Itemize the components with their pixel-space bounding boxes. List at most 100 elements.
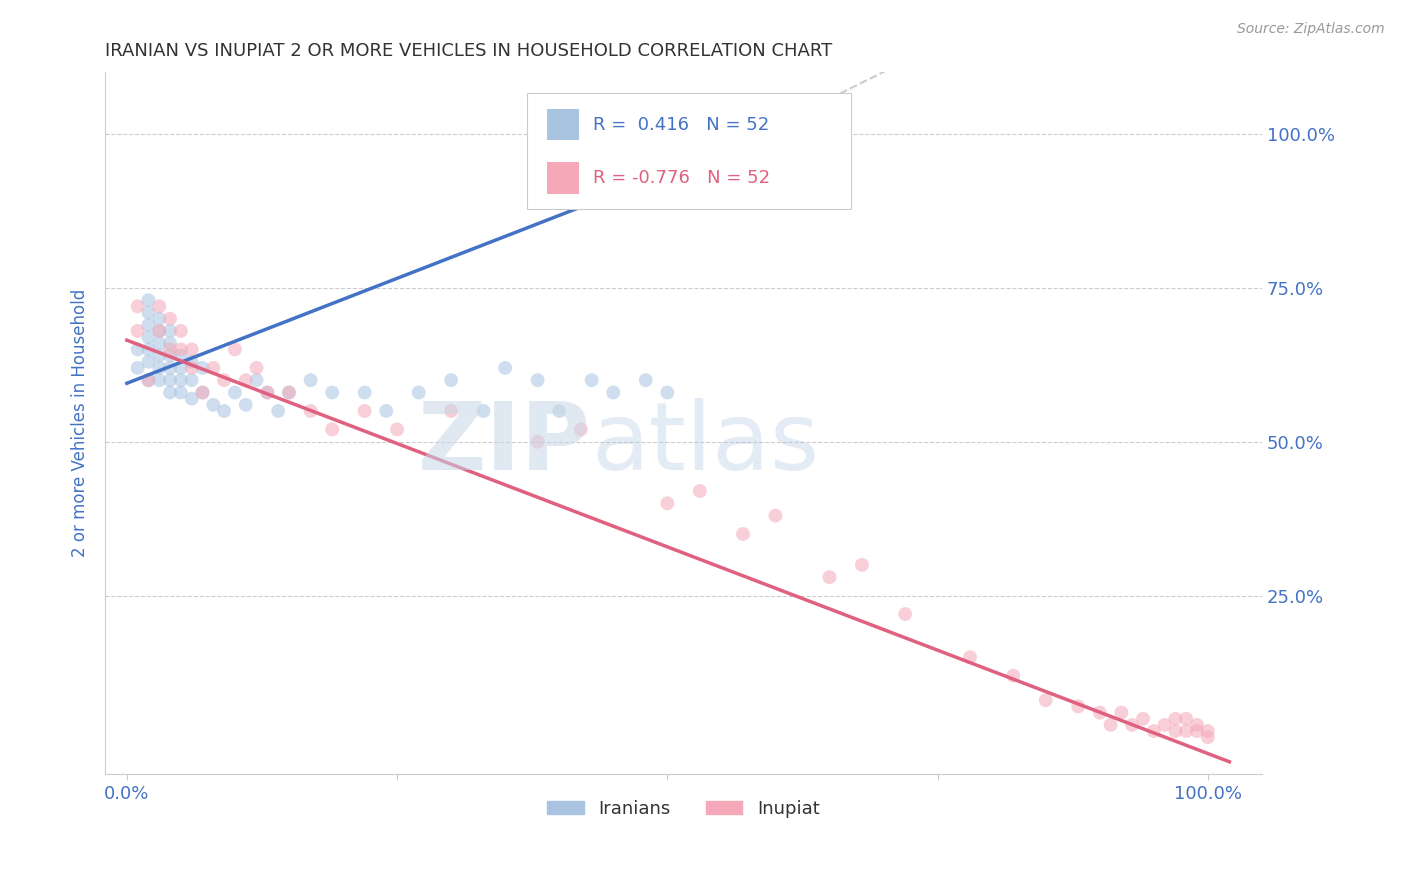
Point: [148, 336, 170, 351]
Point: [127, 324, 149, 338]
Point: [1067, 699, 1090, 714]
Point: [581, 373, 603, 387]
Point: [440, 373, 463, 387]
Text: Source: ZipAtlas.com: Source: ZipAtlas.com: [1237, 22, 1385, 37]
Point: [159, 336, 181, 351]
Point: [321, 422, 343, 436]
Point: [1175, 712, 1198, 726]
Point: [159, 360, 181, 375]
Point: [170, 385, 193, 400]
Text: atlas: atlas: [591, 399, 820, 491]
Point: [1088, 706, 1111, 720]
Point: [1197, 724, 1219, 739]
Point: [1164, 712, 1187, 726]
Point: [148, 324, 170, 338]
Point: [138, 373, 160, 387]
Point: [148, 311, 170, 326]
Point: [299, 404, 322, 418]
Point: [138, 343, 160, 357]
Point: [245, 360, 267, 375]
Text: ZIP: ZIP: [418, 399, 591, 491]
Point: [224, 385, 246, 400]
Point: [526, 373, 548, 387]
Point: [1185, 724, 1208, 739]
Point: [1153, 718, 1175, 732]
Point: [472, 404, 495, 418]
Point: [191, 385, 214, 400]
FancyBboxPatch shape: [547, 162, 579, 194]
FancyBboxPatch shape: [547, 109, 579, 141]
Point: [159, 324, 181, 338]
Point: [191, 385, 214, 400]
Point: [1197, 730, 1219, 744]
Point: [138, 293, 160, 308]
Point: [278, 385, 301, 400]
Point: [689, 483, 711, 498]
Point: [170, 360, 193, 375]
Point: [180, 373, 202, 387]
Point: [494, 360, 516, 375]
Point: [256, 385, 278, 400]
Point: [191, 360, 214, 375]
Point: [267, 404, 290, 418]
Point: [180, 343, 202, 357]
Point: [170, 349, 193, 363]
Point: [148, 373, 170, 387]
Point: [138, 305, 160, 319]
Point: [959, 650, 981, 665]
Point: [159, 385, 181, 400]
Point: [569, 422, 592, 436]
Text: IRANIAN VS INUPIAT 2 OR MORE VEHICLES IN HOUSEHOLD CORRELATION CHART: IRANIAN VS INUPIAT 2 OR MORE VEHICLES IN…: [105, 42, 832, 60]
Point: [526, 434, 548, 449]
Point: [127, 299, 149, 313]
Point: [278, 385, 301, 400]
Point: [127, 360, 149, 375]
Point: [1143, 724, 1166, 739]
Point: [851, 558, 873, 572]
Point: [138, 330, 160, 344]
Point: [299, 373, 322, 387]
Point: [408, 385, 430, 400]
Point: [353, 404, 375, 418]
Point: [634, 373, 657, 387]
Point: [202, 360, 225, 375]
Point: [1175, 724, 1198, 739]
Point: [212, 404, 235, 418]
Point: [765, 508, 787, 523]
Point: [818, 570, 841, 584]
Point: [148, 324, 170, 338]
Point: [235, 373, 257, 387]
Point: [202, 398, 225, 412]
Text: R =  0.416   N = 52: R = 0.416 N = 52: [593, 116, 769, 134]
Point: [440, 404, 463, 418]
Point: [657, 385, 679, 400]
Point: [170, 373, 193, 387]
Point: [602, 385, 624, 400]
Point: [1164, 724, 1187, 739]
Point: [548, 404, 571, 418]
Point: [212, 373, 235, 387]
Text: R = -0.776   N = 52: R = -0.776 N = 52: [593, 169, 770, 187]
Point: [256, 385, 278, 400]
Point: [159, 373, 181, 387]
Point: [170, 324, 193, 338]
Point: [224, 343, 246, 357]
Point: [180, 392, 202, 406]
Point: [321, 385, 343, 400]
Point: [1099, 718, 1122, 732]
Point: [138, 318, 160, 332]
FancyBboxPatch shape: [527, 94, 851, 210]
Point: [138, 373, 160, 387]
Point: [148, 299, 170, 313]
Point: [159, 349, 181, 363]
Point: [159, 343, 181, 357]
Point: [148, 360, 170, 375]
Point: [148, 349, 170, 363]
Point: [657, 496, 679, 510]
Point: [159, 311, 181, 326]
Point: [1185, 718, 1208, 732]
Point: [375, 404, 398, 418]
Point: [245, 373, 267, 387]
Point: [1121, 718, 1143, 732]
Point: [385, 422, 408, 436]
